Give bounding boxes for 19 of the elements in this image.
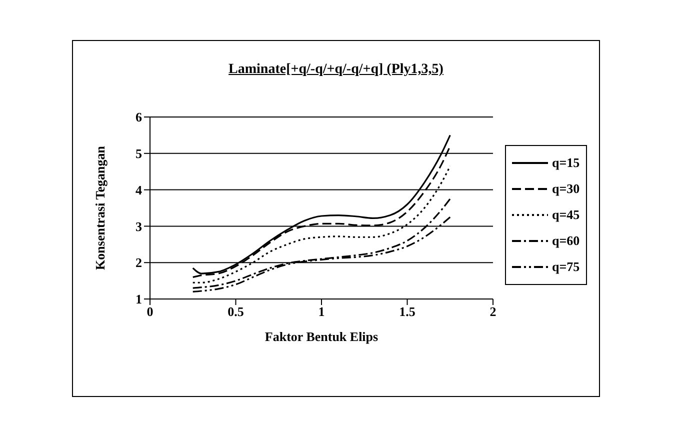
y-tick-label: 6 <box>136 110 142 125</box>
chart-title: Laminate[+q/-q/+q/-q/+q] (Ply1,3,5) <box>228 62 444 78</box>
legend-label: q=45 <box>552 207 580 223</box>
legend-label: q=75 <box>552 259 580 275</box>
legend-label: q=15 <box>552 155 580 171</box>
y-tick-label: 5 <box>136 146 142 162</box>
x-tick-label: 0 <box>146 304 154 320</box>
legend-label: q=60 <box>552 233 580 249</box>
legend-label: q=30 <box>552 181 580 197</box>
x-tick-label: 1 <box>318 304 325 320</box>
x-tick-label: 1.5 <box>399 304 416 320</box>
x-tick-label: 2 <box>490 304 496 320</box>
y-tick-label: 3 <box>136 218 142 234</box>
y-tick-label: 2 <box>136 255 142 270</box>
x-axis-title: Faktor Bentuk Elips <box>264 329 378 344</box>
y-axis-title: Konsentrasi Tegangan <box>92 145 108 270</box>
y-tick-label: 4 <box>136 182 142 198</box>
y-tick-label: 1 <box>136 292 142 307</box>
x-tick-label: 0.5 <box>228 304 244 320</box>
